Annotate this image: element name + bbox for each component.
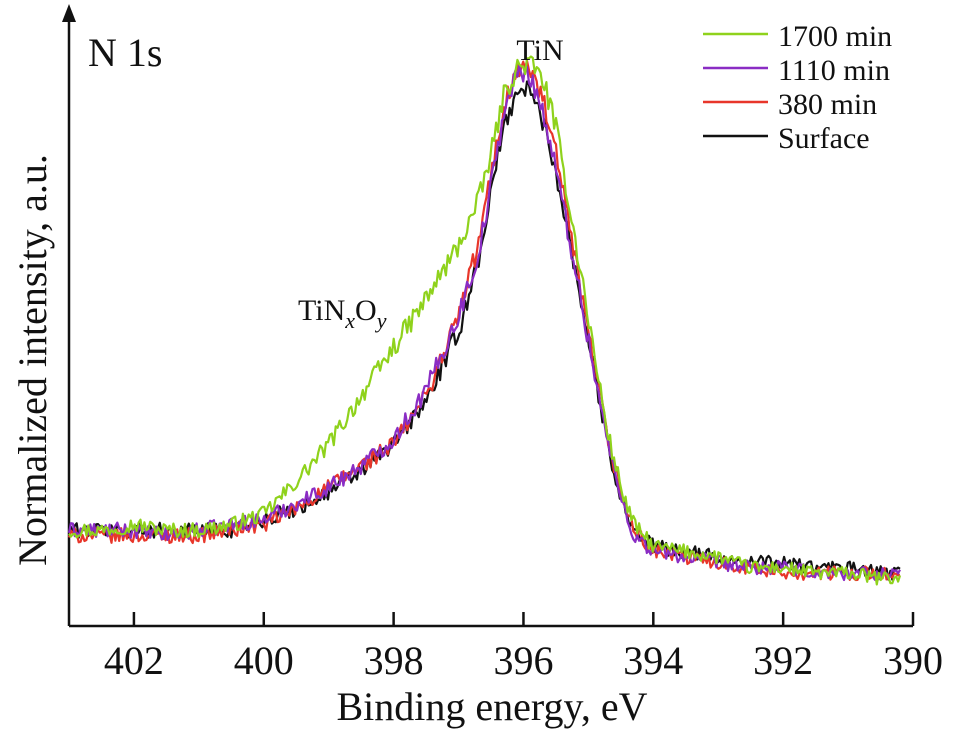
legend-label: Surface	[778, 122, 870, 155]
x-tick-label: 394	[623, 638, 683, 683]
tinxoy-o: O	[355, 294, 377, 327]
x-tick-label: 392	[753, 638, 813, 683]
tinxoy-shoulder-label: TiNxOy	[298, 294, 387, 333]
x-tick-label: 400	[234, 638, 294, 683]
tinxoy-sub-y: y	[375, 308, 387, 333]
series-line-surface	[67, 80, 901, 581]
legend-label: 1700 min	[778, 20, 892, 53]
legend-label: 380 min	[778, 88, 877, 121]
y-axis-title: Normalized intensity, a.u.	[10, 154, 55, 566]
tin-peak-label: TiN	[516, 34, 563, 67]
x-tick-label: 402	[104, 638, 164, 683]
x-tick-label: 390	[883, 638, 943, 683]
series-line-1700-min	[68, 55, 902, 586]
tinxoy-base: TiN	[298, 294, 345, 327]
series-line-380-min	[67, 59, 901, 582]
legend-label: 1110 min	[778, 54, 890, 87]
series-line-1110-min	[67, 64, 901, 582]
x-axis-title: Binding energy, eV	[336, 684, 647, 729]
x-tick-label: 398	[364, 638, 424, 683]
series-layer	[67, 55, 902, 586]
x-ticks	[132, 612, 915, 626]
y-axis-arrow	[62, 4, 76, 22]
panel-title: N 1s	[88, 30, 162, 75]
x-tick-labels: 402 400 398 396 394 392 390	[104, 638, 943, 683]
tinxoy-sub-x: x	[344, 308, 355, 333]
x-tick-label: 396	[493, 638, 553, 683]
